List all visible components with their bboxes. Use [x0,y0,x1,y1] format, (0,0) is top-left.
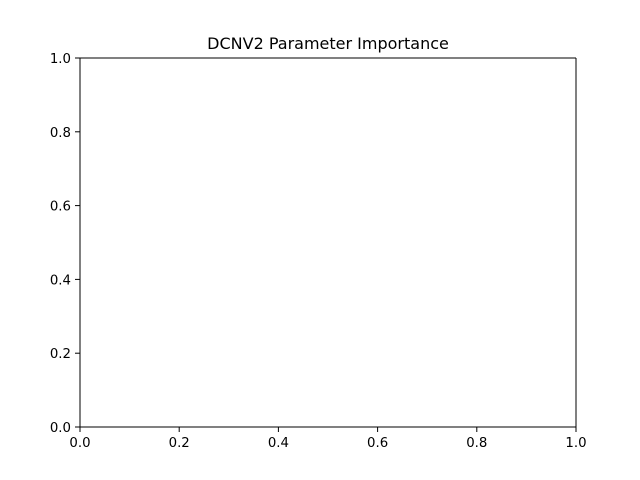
y-tick-label: 1.0 [50,52,71,67]
axes-frame [79,57,577,428]
x-tick-label: 0.6 [367,436,388,451]
x-tick-label: 0.2 [169,436,190,451]
y-tick-label: 0.6 [50,200,71,215]
plot-area: 0.0 0.2 0.4 0.6 0.8 1.0 0.0 0.2 0.4 0.6 0.8 1.0 [50,52,587,451]
chart-title: DCNV2 Parameter Importance [207,34,449,53]
y-tick-label: 0.0 [50,421,71,436]
y-tick-label: 0.8 [50,126,71,141]
y-axis: 0.0 0.2 0.4 0.6 0.8 1.0 [50,52,80,436]
x-tick-label: 0.4 [268,436,289,451]
axes-background [80,58,576,427]
x-tick-label: 0.8 [466,436,487,451]
y-tick-label: 0.2 [50,347,71,362]
x-tick-label: 1.0 [565,436,586,451]
y-tick-label: 0.4 [50,273,71,288]
x-tick-label: 0.0 [69,436,90,451]
x-axis: 0.0 0.2 0.4 0.6 0.8 1.0 [69,427,587,451]
